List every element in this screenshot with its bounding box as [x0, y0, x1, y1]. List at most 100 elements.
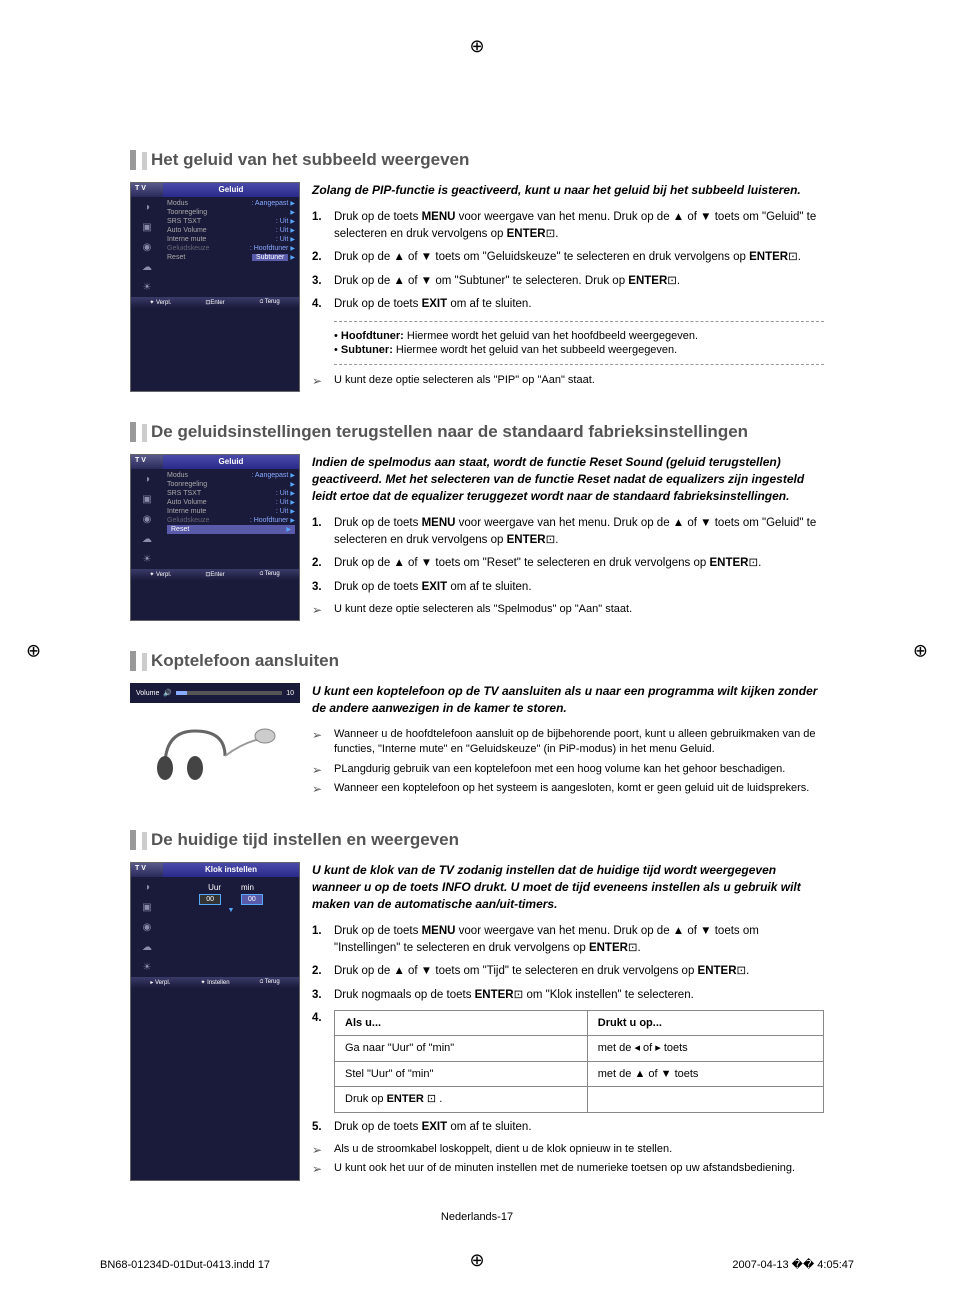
step-item: Druk op de toets EXIT om af te sluiten. [312, 1119, 824, 1136]
menu-title: Geluid [163, 455, 299, 469]
note-line: • Hoofdtuner: Hiermee wordt het geluid v… [334, 330, 824, 342]
menu-tv-label: T V [131, 183, 163, 197]
picture-icon: ◑ [131, 197, 163, 217]
intro-text: Indien de spelmodus aan staat, wordt de … [312, 454, 824, 504]
intro-text: Zolang de PIP-functie is geactiveerd, ku… [312, 182, 824, 199]
section-reset-sound: De geluidsinstellingen terugstellen naar… [130, 422, 824, 621]
table-header: Als u... [335, 1010, 588, 1036]
arrow-note: Als u de stroomkabel loskoppelt, dient u… [312, 1142, 824, 1157]
section-clock: De huidige tijd instellen en weergeven T… [130, 830, 824, 1180]
footer-back: ⫏ Terug [242, 979, 297, 986]
menu-item: Modus: Aangepast▶ [167, 199, 295, 208]
input-icon: ☀ [131, 957, 163, 977]
min-value: 00 [241, 894, 263, 905]
footer-move: ✦ Verpl. [133, 571, 188, 578]
arrow-note: Wanneer u de hoofdtelefoon aansluit op d… [312, 727, 824, 758]
footer-back: ⫏ Terug [242, 299, 297, 306]
menu-item: Auto Volume: Uit▶ [167, 498, 295, 507]
menu-item: Toonregeling▶ [167, 480, 295, 489]
sound-icon: ▣ [131, 217, 163, 237]
section-title: Koptelefoon aansluiten [130, 651, 824, 671]
menu-tv-label: T V [131, 455, 163, 469]
footer-enter: ⊡Enter [188, 571, 243, 578]
menu-title: Klok instellen [163, 863, 299, 877]
channel-icon: ◉ [131, 237, 163, 257]
arrow-note: U kunt deze optie selecteren als "PIP" o… [312, 373, 824, 388]
table-row: Stel "Uur" of "min"met de ▲ of ▼ toets [335, 1061, 824, 1087]
arrow-note: U kunt deze optie selecteren als "Spelmo… [312, 602, 824, 617]
hour-label: Uur [208, 883, 221, 892]
table-cell: Druk op ENTER ⊡ . [335, 1087, 588, 1113]
section-title: De geluidsinstellingen terugstellen naar… [130, 422, 824, 442]
table-row: Ga naar "Uur" of "min"met de ◂ of ▸ toet… [335, 1036, 824, 1062]
volume-value: 10 [286, 690, 294, 697]
step-item: Druk op de ▲ of ▼ toets om "Geluidskeuze… [312, 249, 824, 266]
channel-icon: ◉ [131, 509, 163, 529]
registration-mark: ⊕ [26, 640, 41, 661]
menu-item: Interne mute: Uit▶ [167, 507, 295, 516]
menu-item: Modus: Aangepast▶ [167, 471, 295, 480]
volume-osd: Volume 🔊 10 [130, 683, 300, 703]
menu-item: Interne mute: Uit▶ [167, 235, 295, 244]
note-line: • Subtuner: Hiermee wordt het geluid van… [334, 344, 824, 356]
step-item: Druk op de toets EXIT om af te sluiten. [312, 296, 824, 313]
footer-move: ▸ Verpl. [133, 979, 188, 986]
menu-item: SRS TSXT: Uit▶ [167, 489, 295, 498]
step-item: Druk op de toets MENU voor weergave van … [312, 923, 824, 958]
registration-mark: ⊕ [913, 640, 928, 661]
section-title: De huidige tijd instellen en weergeven [130, 830, 824, 850]
step-item: Druk op de ▲ of ▼ toets om "Reset" te se… [312, 555, 824, 572]
intro-text: U kunt een koptelefoon op de TV aansluit… [312, 683, 824, 717]
speaker-icon: 🔊 [163, 689, 172, 697]
menu-item: Auto Volume: Uit▶ [167, 226, 295, 235]
arrow-note: U kunt ook het uur of de minuten instell… [312, 1161, 824, 1176]
menu-item: Geluidskeuze: Hoofdtuner▶ [167, 244, 295, 253]
table-cell: met de ◂ of ▸ toets [587, 1036, 823, 1062]
arrow-note: Wanneer een koptelefoon op het systeem i… [312, 781, 824, 796]
osd-menu-clock: T V Klok instellen ◑ ▣ ◉ ☁ ☀ Uur min [130, 862, 300, 1180]
menu-item: SRS TSXT: Uit▶ [167, 217, 295, 226]
step-item: Als u... Drukt u op... Ga naar "Uur" of … [312, 1010, 824, 1113]
table-cell: met de ▲ of ▼ toets [587, 1061, 823, 1087]
input-icon: ☀ [131, 277, 163, 297]
menu-item: Geluidskeuze: Hoofdtuner▶ [167, 516, 295, 525]
section-title: Het geluid van het subbeeld weergeven [130, 150, 824, 170]
min-label: min [241, 883, 254, 892]
osd-menu: T V Geluid ◑ ▣ ◉ ☁ ☀ Modus: Aangepast▶To… [130, 454, 300, 621]
setup-icon: ☁ [131, 529, 163, 549]
step-item: Druk op de ▲ of ▼ toets om "Tijd" te sel… [312, 963, 824, 980]
info-box: • Hoofdtuner: Hiermee wordt het geluid v… [334, 321, 824, 365]
registration-mark: ⊕ [469, 1250, 484, 1271]
table-row: Druk op ENTER ⊡ . [335, 1087, 824, 1113]
footer-filename: BN68-01234D-01Dut-0413.indd 17 [100, 1259, 270, 1271]
table-header: Drukt u op... [587, 1010, 823, 1036]
step-item: Druk op de toets MENU voor weergave van … [312, 209, 824, 244]
footer-set: ✦ Instellen [188, 979, 243, 986]
step-item: Druk nogmaals op de toets ENTER⊡ om "Klo… [312, 987, 824, 1004]
table-cell: Stel "Uur" of "min" [335, 1061, 588, 1087]
menu-item: Reset▶ [167, 525, 295, 534]
volume-label: Volume [136, 690, 159, 697]
menu-tv-label: T V [131, 863, 163, 877]
menu-item: ResetSubtuner▶ [167, 253, 295, 262]
setup-icon: ☁ [131, 937, 163, 957]
table-cell: Ga naar "Uur" of "min" [335, 1036, 588, 1062]
osd-menu: T V Geluid ◑ ▣ ◉ ☁ ☀ Modus: Aangepast▶To… [130, 182, 300, 392]
step-item: Druk op de toets EXIT om af te sluiten. [312, 579, 824, 596]
section-sound-subpicture: Het geluid van het subbeeld weergeven T … [130, 150, 824, 392]
sound-icon: ▣ [131, 897, 163, 917]
headphone-illustration [130, 711, 300, 791]
step-item: Druk op de toets MENU voor weergave van … [312, 515, 824, 550]
menu-item: Toonregeling▶ [167, 208, 295, 217]
arrow-note: PLangdurig gebruik van een koptelefoon m… [312, 762, 824, 777]
registration-mark: ⊕ [469, 36, 484, 57]
footer-move: ✦ Verpl. [133, 299, 188, 306]
footer-back: ⫏ Terug [242, 571, 297, 578]
intro-text: U kunt de klok van de TV zodanig instell… [312, 862, 824, 912]
hour-value: 00 [199, 894, 221, 905]
menu-title: Geluid [163, 183, 299, 197]
action-table: Als u... Drukt u op... Ga naar "Uur" of … [334, 1010, 824, 1113]
table-cell [587, 1087, 823, 1113]
picture-icon: ◑ [131, 877, 163, 897]
step-item: Druk op de ▲ of ▼ om "Subtuner" te selec… [312, 273, 824, 290]
